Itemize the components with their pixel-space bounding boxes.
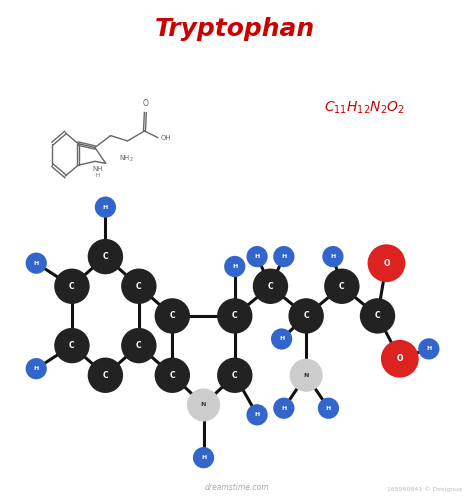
Text: C: C xyxy=(170,312,175,320)
Point xyxy=(32,364,40,372)
Text: H: H xyxy=(255,254,260,259)
Point xyxy=(383,259,390,267)
Point xyxy=(374,312,381,320)
Point xyxy=(302,312,310,320)
Point xyxy=(231,312,238,320)
Point xyxy=(280,404,288,412)
Point xyxy=(396,355,404,363)
Text: Tryptophan: Tryptophan xyxy=(155,17,315,41)
Text: H: H xyxy=(103,204,108,210)
Text: C: C xyxy=(69,341,75,350)
Text: NH: NH xyxy=(92,166,102,172)
Text: C: C xyxy=(268,282,273,291)
Text: H: H xyxy=(326,406,331,410)
Point xyxy=(231,262,238,270)
Point xyxy=(169,372,176,380)
Text: H: H xyxy=(281,254,286,259)
Text: H: H xyxy=(201,455,206,460)
Text: C: C xyxy=(303,312,309,320)
Point xyxy=(101,252,109,260)
Text: C: C xyxy=(136,341,142,350)
Point xyxy=(200,454,207,462)
Text: C: C xyxy=(102,252,108,261)
Point xyxy=(135,342,143,349)
Text: C: C xyxy=(170,371,175,380)
Point xyxy=(253,252,261,260)
Text: C: C xyxy=(339,282,345,291)
Point xyxy=(253,411,261,419)
Point xyxy=(325,404,332,412)
Point xyxy=(135,282,143,290)
Text: H: H xyxy=(34,366,39,371)
Text: OH: OH xyxy=(161,134,171,140)
Text: H: H xyxy=(426,346,431,352)
Text: dreamstime.com: dreamstime.com xyxy=(205,484,269,492)
Text: 165960841 © Designua: 165960841 © Designua xyxy=(387,486,462,492)
Point xyxy=(280,252,288,260)
Point xyxy=(200,401,207,409)
Point xyxy=(267,282,274,290)
Text: H: H xyxy=(330,254,336,259)
Point xyxy=(278,335,285,343)
Text: C: C xyxy=(136,282,142,291)
Point xyxy=(338,282,346,290)
Text: C: C xyxy=(232,312,237,320)
Point xyxy=(101,203,109,211)
Text: H: H xyxy=(34,260,39,266)
Text: H: H xyxy=(281,406,286,410)
Point xyxy=(68,282,76,290)
Text: C: C xyxy=(375,312,380,320)
Point xyxy=(32,259,40,267)
Text: H: H xyxy=(232,264,237,269)
Text: C: C xyxy=(69,282,75,291)
Text: $\mathit{C}_{11}\mathit{H}_{12}\mathit{N}_{2}\mathit{O}_{2}$: $\mathit{C}_{11}\mathit{H}_{12}\mathit{N… xyxy=(324,100,405,116)
Point xyxy=(101,372,109,380)
Text: H: H xyxy=(279,336,284,342)
Text: H: H xyxy=(95,174,99,178)
Point xyxy=(425,345,433,353)
Point xyxy=(329,252,337,260)
Text: C: C xyxy=(232,371,237,380)
Text: C: C xyxy=(102,371,108,380)
Text: N: N xyxy=(201,402,206,407)
Text: O: O xyxy=(383,258,390,268)
Text: NH$_2$: NH$_2$ xyxy=(118,154,134,164)
Point xyxy=(68,342,76,349)
Point xyxy=(302,372,310,380)
Point xyxy=(169,312,176,320)
Text: H: H xyxy=(255,412,260,418)
Text: O: O xyxy=(142,99,148,108)
Point xyxy=(231,372,238,380)
Text: N: N xyxy=(303,373,309,378)
Text: O: O xyxy=(397,354,403,364)
